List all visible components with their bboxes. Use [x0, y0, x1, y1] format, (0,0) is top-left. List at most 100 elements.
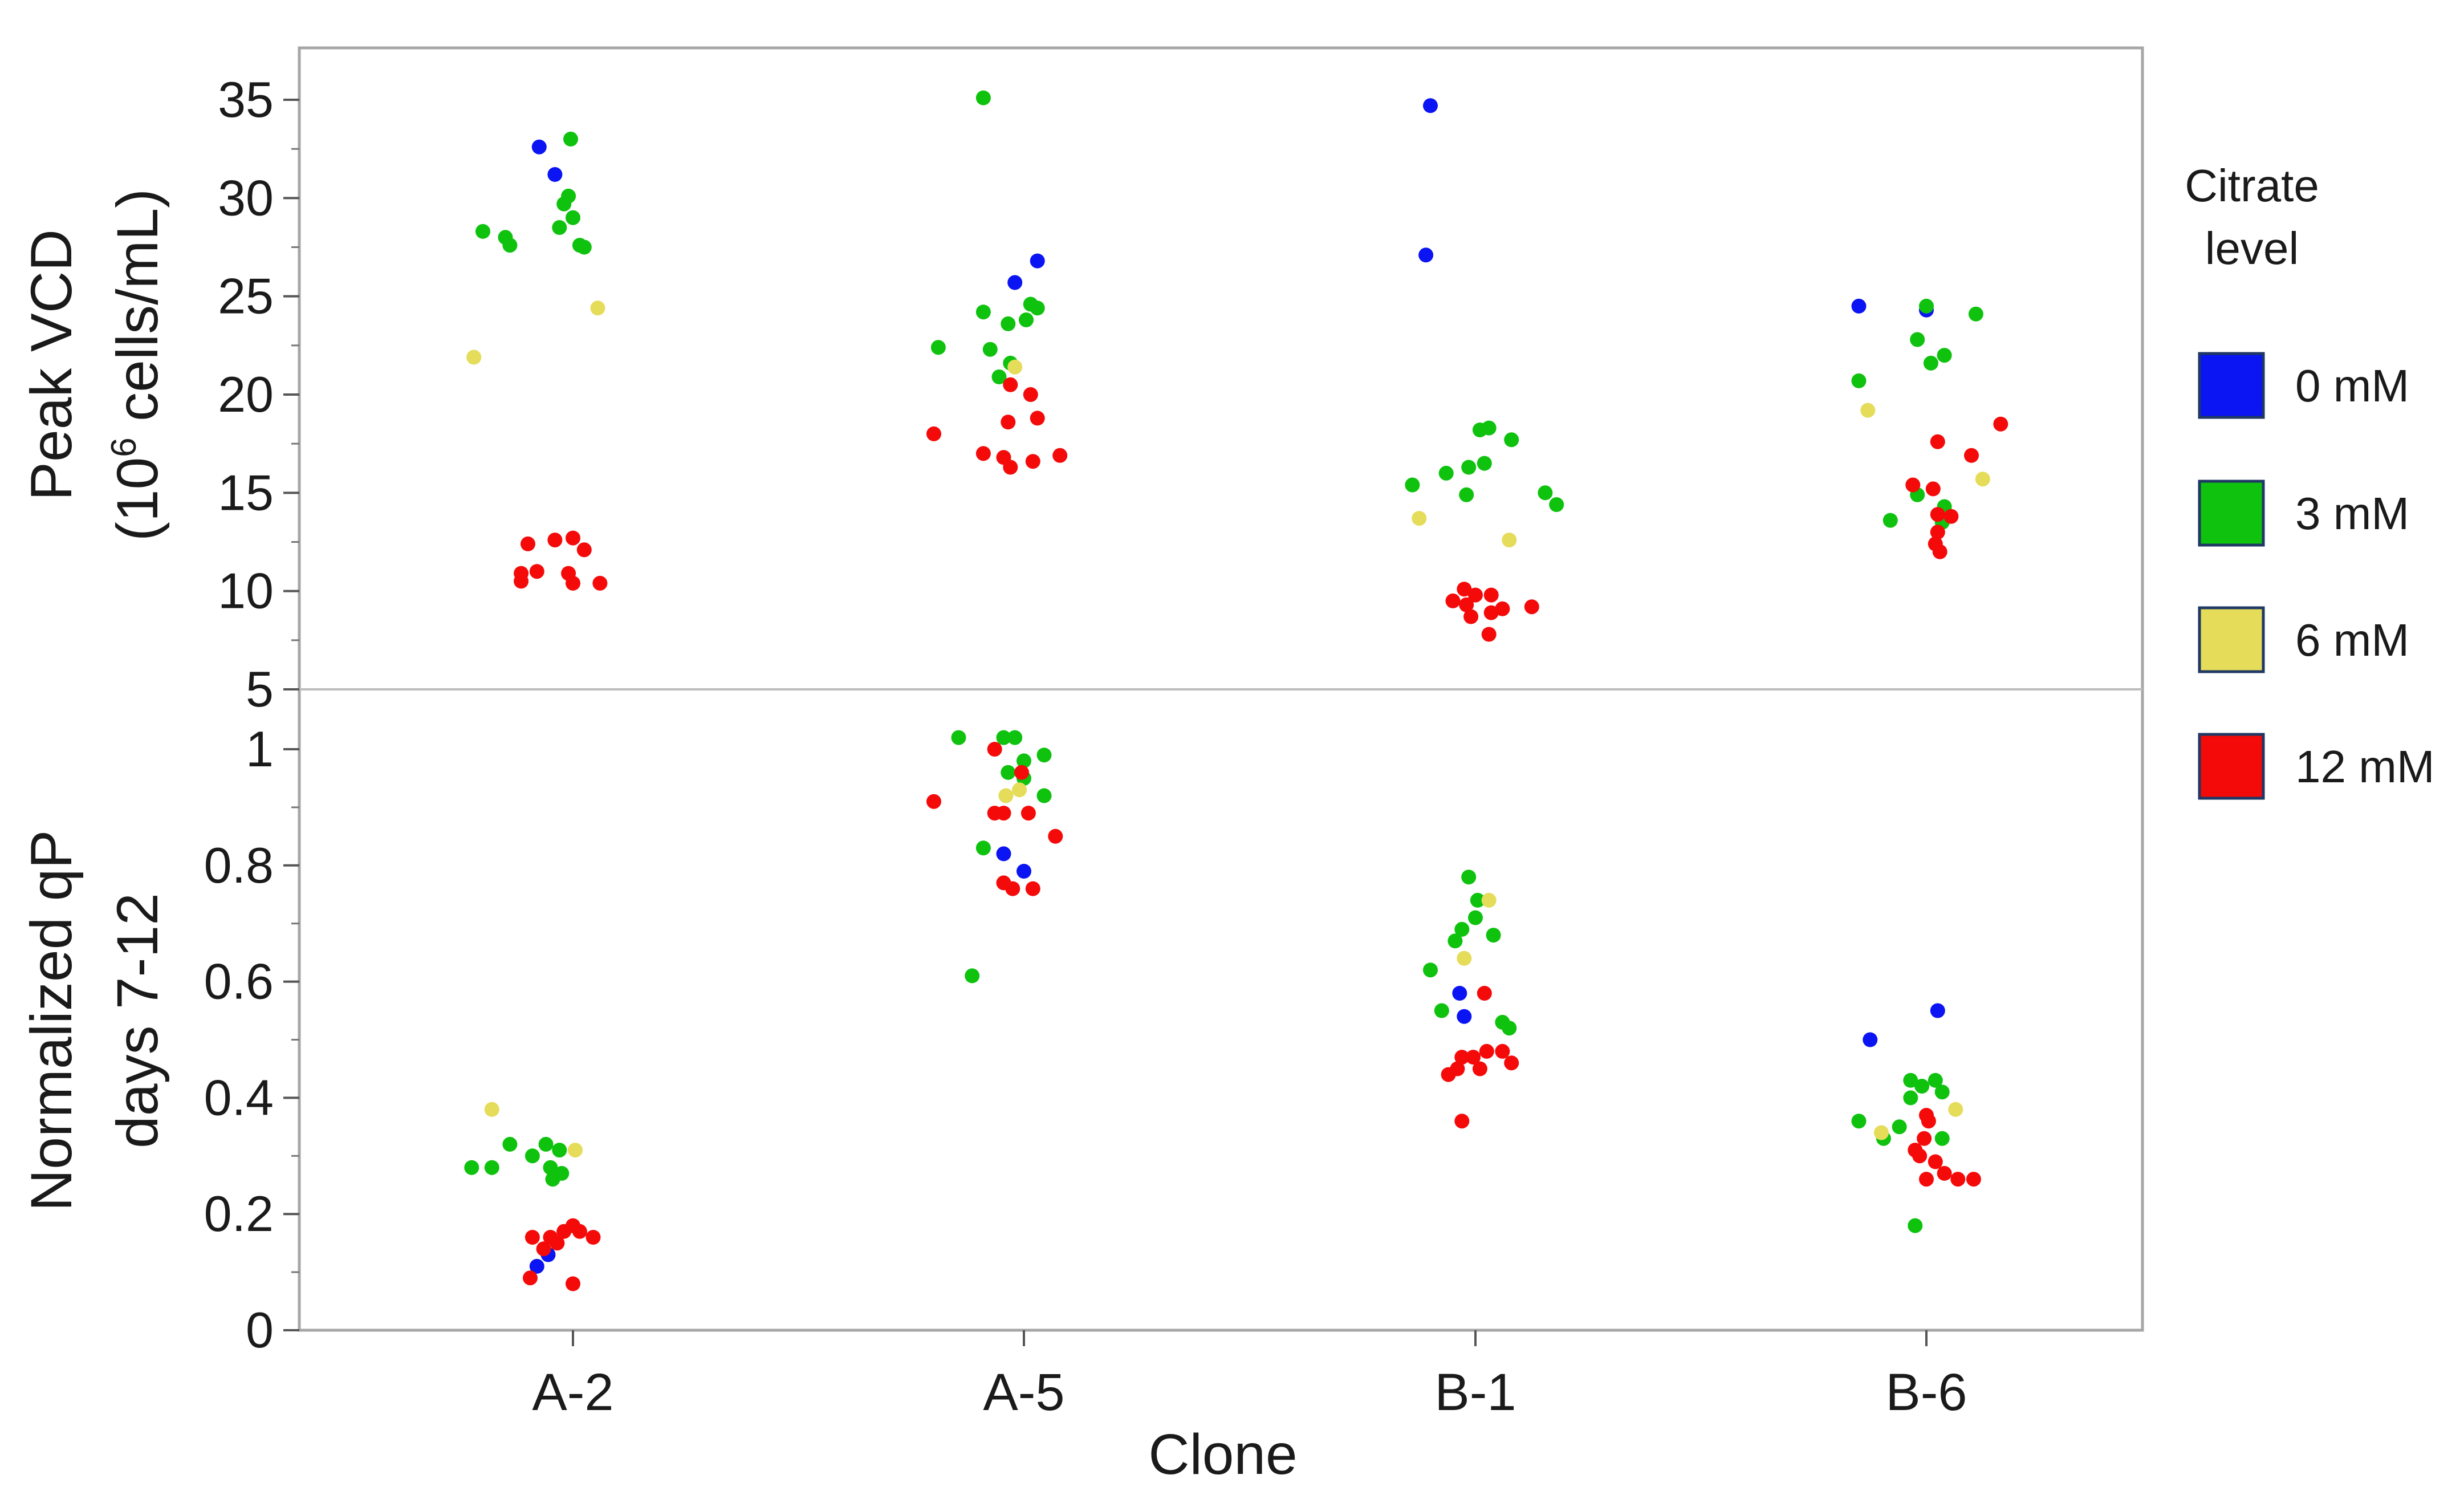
data-point: [521, 536, 535, 551]
top-series-3-mm: [475, 90, 1983, 530]
data-point: [1459, 597, 1474, 612]
legend-label: 6 mM: [2295, 615, 2409, 665]
data-point: [538, 1136, 554, 1152]
data-point: [975, 446, 991, 461]
legend-label: 3 mM: [2295, 488, 2409, 539]
data-point: [1502, 533, 1517, 548]
data-point: [1001, 415, 1016, 430]
data-point: [547, 167, 563, 182]
data-point: [1007, 730, 1023, 745]
data-point: [1452, 986, 1467, 1001]
data-point: [1930, 525, 1945, 540]
data-point: [991, 369, 1007, 384]
bottom-series-3-mm: [464, 730, 1950, 1233]
data-point: [1975, 472, 1990, 487]
data-point: [1495, 601, 1510, 616]
bottom-y-axis-title: Normalized qP days 7-12: [19, 830, 170, 1212]
data-point: [1934, 1131, 1950, 1146]
data-point: [566, 210, 580, 225]
data-point: [1454, 921, 1470, 937]
data-point: [552, 220, 567, 235]
data-point: [1917, 1131, 1932, 1146]
data-point: [1914, 1079, 1930, 1094]
data-point: [1423, 98, 1438, 113]
data-point: [1882, 513, 1898, 528]
data-point: [1023, 387, 1038, 402]
data-point: [1461, 870, 1477, 885]
legend-item: 6 mM: [2198, 606, 2409, 673]
data-point: [590, 300, 605, 316]
top-y-axis-title-line2: (106 cells/mL): [104, 189, 170, 541]
data-point: [531, 139, 547, 155]
data-point: [1524, 599, 1539, 615]
bottom-y-tick-label: 0: [246, 1302, 274, 1358]
data-point: [1438, 465, 1454, 481]
data-point: [926, 426, 941, 441]
data-point: [484, 1160, 499, 1175]
data-point: [1908, 1218, 1923, 1233]
data-point: [1863, 1032, 1878, 1047]
data-point: [1925, 481, 1941, 497]
data-point: [547, 533, 563, 548]
data-point: [543, 1160, 558, 1175]
data-point: [1964, 448, 1979, 463]
data-point: [514, 574, 529, 589]
x-tick-label: A-2: [532, 1363, 613, 1421]
data-point: [1454, 1114, 1470, 1129]
data-point: [1921, 1114, 1936, 1129]
top-y-tick-label: 30: [218, 169, 274, 226]
data-point: [1483, 605, 1499, 620]
data-point: [1468, 910, 1483, 925]
data-point: [1538, 485, 1553, 501]
bottom-series-0-mm: [529, 846, 1945, 1274]
top-y-tick-label: 35: [218, 71, 274, 128]
data-point: [1934, 1084, 1950, 1100]
data-point: [524, 1148, 540, 1164]
data-point: [1454, 1050, 1470, 1065]
data-point: [1405, 477, 1420, 493]
data-point: [568, 1143, 583, 1158]
data-point: [566, 530, 580, 546]
data-point: [563, 131, 578, 147]
data-point: [1851, 298, 1867, 314]
data-point: [1502, 1021, 1517, 1036]
data-point: [1937, 1165, 1952, 1181]
legend-items: 0 mM 3 mM 6 mM 12 mM: [2198, 352, 2435, 800]
data-point: [1479, 1043, 1494, 1059]
data-point: [1457, 582, 1472, 597]
data-point: [1477, 456, 1492, 471]
data-point: [1030, 300, 1045, 316]
data-point: [1930, 507, 1945, 522]
data-point: [502, 1136, 518, 1152]
bottom-series-12-mm: [523, 742, 1981, 1291]
bottom-y-tick-label: 1: [246, 721, 274, 777]
data-point: [1504, 1055, 1519, 1071]
data-point: [1919, 298, 1934, 314]
data-point: [1005, 881, 1020, 896]
data-point: [1450, 1061, 1465, 1076]
data-point: [566, 575, 580, 591]
data-point: [965, 968, 980, 984]
data-point: [1874, 1125, 1889, 1140]
data-point: [1477, 986, 1492, 1001]
x-tick-label: B-6: [1885, 1363, 1967, 1421]
data-point: [996, 846, 1011, 862]
data-point: [1966, 1172, 1981, 1187]
data-point: [926, 794, 941, 809]
data-point: [1860, 403, 1876, 418]
data-point: [1001, 316, 1016, 331]
data-point: [550, 1236, 565, 1251]
data-point: [930, 340, 946, 355]
bottom-y-tick-label: 0.4: [204, 1069, 274, 1126]
data-point: [1468, 587, 1483, 603]
data-point: [1892, 1119, 1907, 1135]
data-point: [1903, 1072, 1918, 1088]
data-point: [975, 90, 991, 105]
data-point: [1968, 306, 1983, 322]
bottom-y-tick-label: 0.8: [204, 837, 274, 893]
bottom-y-axis-title-line1: Normalized qP: [19, 830, 84, 1212]
data-point: [536, 1241, 551, 1257]
data-point: [1019, 312, 1034, 327]
data-point: [1937, 348, 1952, 363]
